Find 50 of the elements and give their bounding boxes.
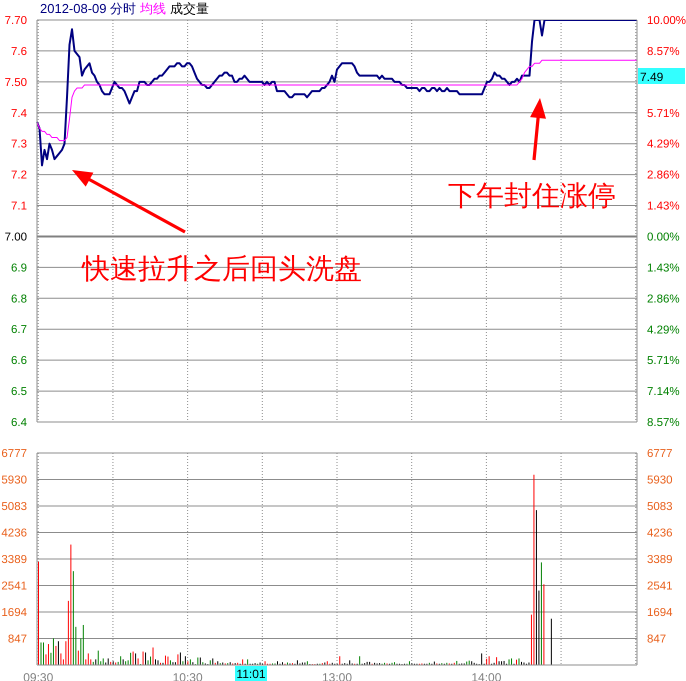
text: 成交量 bbox=[170, 1, 210, 16]
y-tick-label: 847 bbox=[8, 634, 27, 646]
y2-tick-label: 4236 bbox=[647, 527, 673, 540]
y2-tick-label: 4.29% bbox=[647, 138, 680, 151]
y2-tick-label: 1.43% bbox=[647, 262, 680, 274]
y-tick-label: 7.1 bbox=[11, 200, 27, 213]
y-tick-label: 7.4 bbox=[11, 108, 28, 120]
y-tick-label: 3389 bbox=[1, 554, 27, 566]
y2-tick-label: 4.29% bbox=[647, 324, 680, 336]
y-tick-label: 5930 bbox=[1, 474, 27, 486]
y2-tick-label: 1694 bbox=[647, 607, 674, 620]
y-tick-label: 7.00 bbox=[4, 231, 27, 244]
y-tick-label: 6.9 bbox=[11, 262, 27, 274]
y2-tick-label: 10.00% bbox=[647, 15, 686, 27]
y2-tick-label: 1.43% bbox=[647, 200, 680, 213]
y2-tick-label: 5930 bbox=[647, 474, 673, 486]
y-tick-label: 5083 bbox=[1, 500, 27, 513]
y2-tick-label: 8.57% bbox=[647, 46, 680, 58]
y-tick-label: 7.3 bbox=[11, 138, 27, 151]
y2-tick-label: 7.14% bbox=[647, 386, 680, 398]
y2-tick-label: 8.57% bbox=[647, 417, 680, 429]
y-tick-label: 7.2 bbox=[11, 170, 27, 182]
y-tick-label: 6.7 bbox=[11, 324, 27, 336]
y2-tick-label: 2.86% bbox=[647, 170, 680, 182]
y-tick-label: 6.5 bbox=[11, 386, 27, 398]
annotation: 下午封住涨停 bbox=[448, 179, 616, 212]
text: 11:01 bbox=[236, 667, 266, 681]
y-tick-label: 6.4 bbox=[11, 417, 28, 429]
y2-tick-label: 5083 bbox=[647, 500, 673, 513]
y-tick-label: 2541 bbox=[1, 580, 27, 593]
chart-title: 2012-08-09 分时 bbox=[40, 1, 136, 16]
y2-tick-label: 6777 bbox=[647, 448, 673, 460]
y-tick-label: 6.8 bbox=[11, 293, 27, 306]
y2-tick-label: 5.71% bbox=[647, 355, 680, 368]
y-tick-label: 6777 bbox=[1, 448, 27, 460]
y2-tick-label: 5.71% bbox=[647, 108, 680, 120]
text: 7.49 bbox=[640, 70, 664, 84]
y-tick-label: 6.6 bbox=[11, 355, 27, 368]
y-tick-label: 7.6 bbox=[11, 46, 27, 58]
y2-tick-label: 847 bbox=[647, 634, 666, 646]
y2-tick-label: 2541 bbox=[647, 580, 673, 593]
y2-tick-label: 3389 bbox=[647, 554, 673, 566]
y-tick-label: 4236 bbox=[1, 527, 27, 540]
annotation: 快速拉升之后回头洗盘 bbox=[81, 252, 362, 285]
y2-tick-label: 0.00% bbox=[647, 231, 680, 244]
y-tick-label: 7.50 bbox=[4, 76, 27, 89]
y-tick-label: 7.70 bbox=[4, 15, 27, 27]
y2-tick-label: 2.86% bbox=[647, 293, 680, 306]
y-tick-label: 1694 bbox=[1, 607, 28, 620]
text: 均线 bbox=[140, 1, 166, 16]
